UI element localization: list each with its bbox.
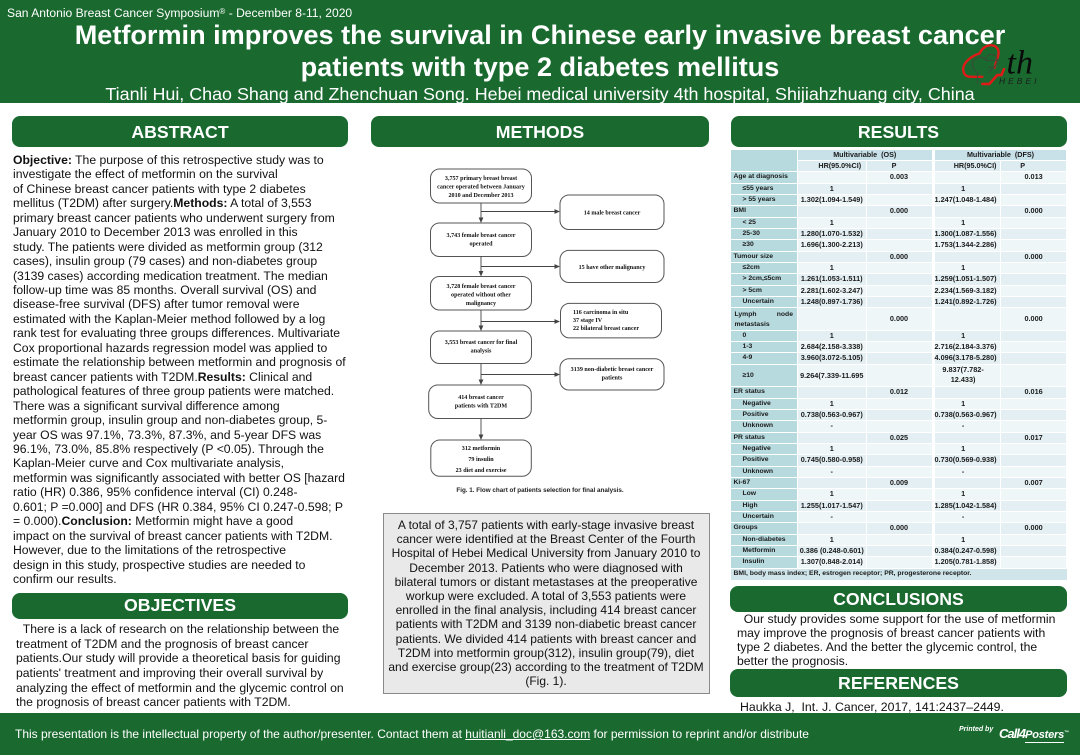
svg-text:operated: operated [469, 242, 493, 248]
svg-text:3,553 breast cancer for final: 3,553 breast cancer for final [445, 340, 518, 346]
svg-text:15 have other malignancy: 15 have other malignancy [579, 265, 646, 271]
svg-text:14 male breast cancer: 14 male breast cancer [584, 211, 641, 217]
svg-text:116 carcinoma in situ: 116 carcinoma in situ [573, 310, 629, 316]
svg-text:23 diet and exercise: 23 diet and exercise [456, 468, 507, 474]
svg-text:cancer operated between Januar: cancer operated between January [437, 185, 525, 191]
svg-text:patients: patients [602, 375, 623, 381]
svg-text:3,743 female breast cancer: 3,743 female breast cancer [447, 233, 516, 239]
svg-text:patients with T2DM: patients with T2DM [455, 404, 508, 410]
svg-text:2010 and December 2013: 2010 and December 2013 [448, 193, 513, 199]
svg-text:operated without other: operated without other [451, 293, 511, 299]
svg-text:3,757 primary breast breast: 3,757 primary breast breast [445, 176, 517, 182]
svg-text:312 metformin: 312 metformin [462, 446, 501, 452]
svg-text:37 stage IV: 37 stage IV [573, 318, 603, 324]
svg-text:22 bilateral breast cancer: 22 bilateral breast cancer [573, 326, 639, 332]
svg-text:3139 non-diabetic breast cance: 3139 non-diabetic breast cancer [571, 367, 654, 373]
svg-text:79 insulin: 79 insulin [468, 457, 494, 463]
svg-text:malignancy: malignancy [466, 301, 496, 307]
svg-text:th: th [1007, 45, 1033, 82]
svg-text:analysis: analysis [471, 349, 492, 355]
svg-text:3,728 female breast cancer: 3,728 female breast cancer [447, 284, 516, 290]
svg-text:HEBEI: HEBEI [999, 76, 1040, 86]
svg-text:414 breast cancer: 414 breast cancer [458, 395, 504, 401]
